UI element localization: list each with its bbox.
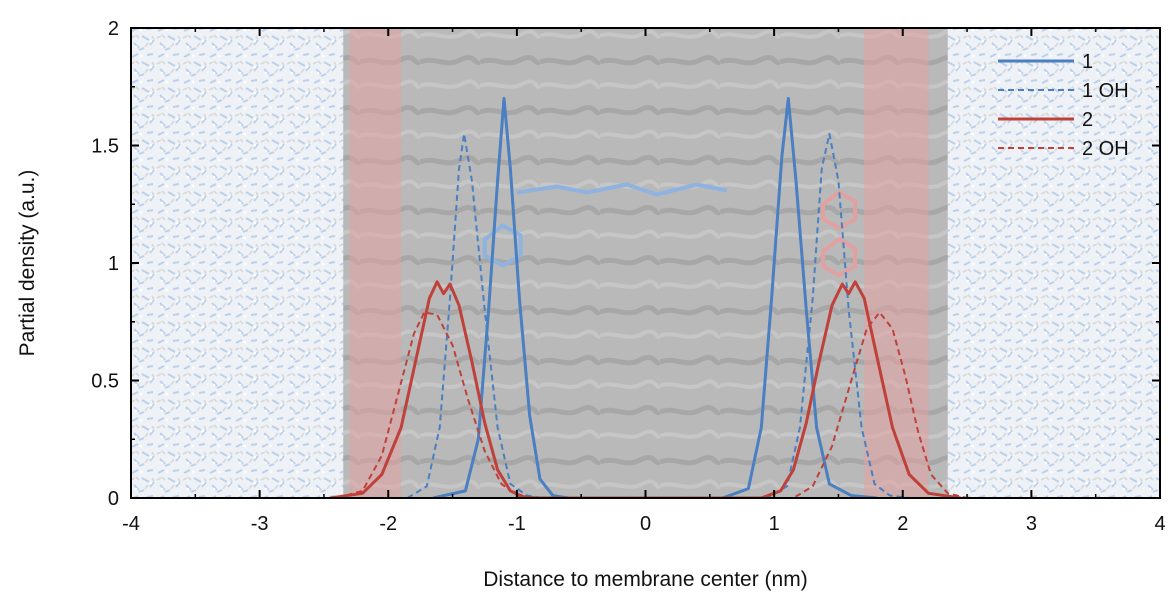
series-line-1: [432, 97, 878, 498]
series-line-2-oh: [336, 311, 968, 498]
x-tick-label: -3: [251, 513, 269, 535]
legend-item: 2 OH: [998, 138, 1129, 160]
headgroup-left: [349, 28, 402, 498]
x-tick-label: -1: [508, 513, 526, 535]
legend-label: 2 OH: [1082, 138, 1129, 160]
y-tick-label: 0: [108, 488, 119, 510]
y-axis: 0 0.5 1 1.5 2: [91, 18, 1160, 510]
x-tick-label: 2: [897, 513, 908, 535]
legend-item: 1: [998, 51, 1093, 73]
molecule-ring: [821, 189, 858, 278]
legend: 1 1 OH 2 2 OH: [998, 51, 1129, 160]
y-tick-label: 1.5: [91, 136, 119, 158]
x-tick-label: 0: [640, 513, 651, 535]
series-line-2: [330, 280, 961, 498]
x-tick-label: 1: [769, 513, 780, 535]
legend-label: 1: [1082, 51, 1093, 73]
headgroup-right: [864, 28, 929, 498]
x-tick-label: -4: [122, 513, 140, 535]
x-axis: -4 -3 -2 -1 0 1 2 3 4: [122, 28, 1166, 535]
x-tick-label: 4: [1154, 513, 1165, 535]
embedded-molecule-right: [821, 189, 858, 278]
embedded-molecule-left: [482, 182, 728, 268]
y-tick-label: 2: [108, 18, 119, 40]
series-line-1-oh: [406, 132, 910, 498]
legend-item: 1 OH: [998, 80, 1129, 102]
lipid-bilayer-region: [343, 28, 948, 498]
molecule-ring: [482, 223, 523, 268]
series-layer: [330, 97, 968, 498]
x-tick-label: -2: [379, 513, 397, 535]
x-axis-title: Distance to membrane center (nm): [483, 568, 807, 591]
legend-label: 2: [1082, 109, 1093, 131]
molecule-tail: [516, 182, 728, 197]
membrane-background: [131, 28, 1160, 498]
y-axis-title: Partial density (a.u.): [16, 170, 39, 357]
legend-label: 1 OH: [1082, 80, 1129, 102]
legend-item: 2: [998, 109, 1093, 131]
y-tick-label: 0.5: [91, 371, 119, 393]
x-tick-label: 3: [1026, 513, 1037, 535]
y-tick-label: 1: [108, 253, 119, 275]
